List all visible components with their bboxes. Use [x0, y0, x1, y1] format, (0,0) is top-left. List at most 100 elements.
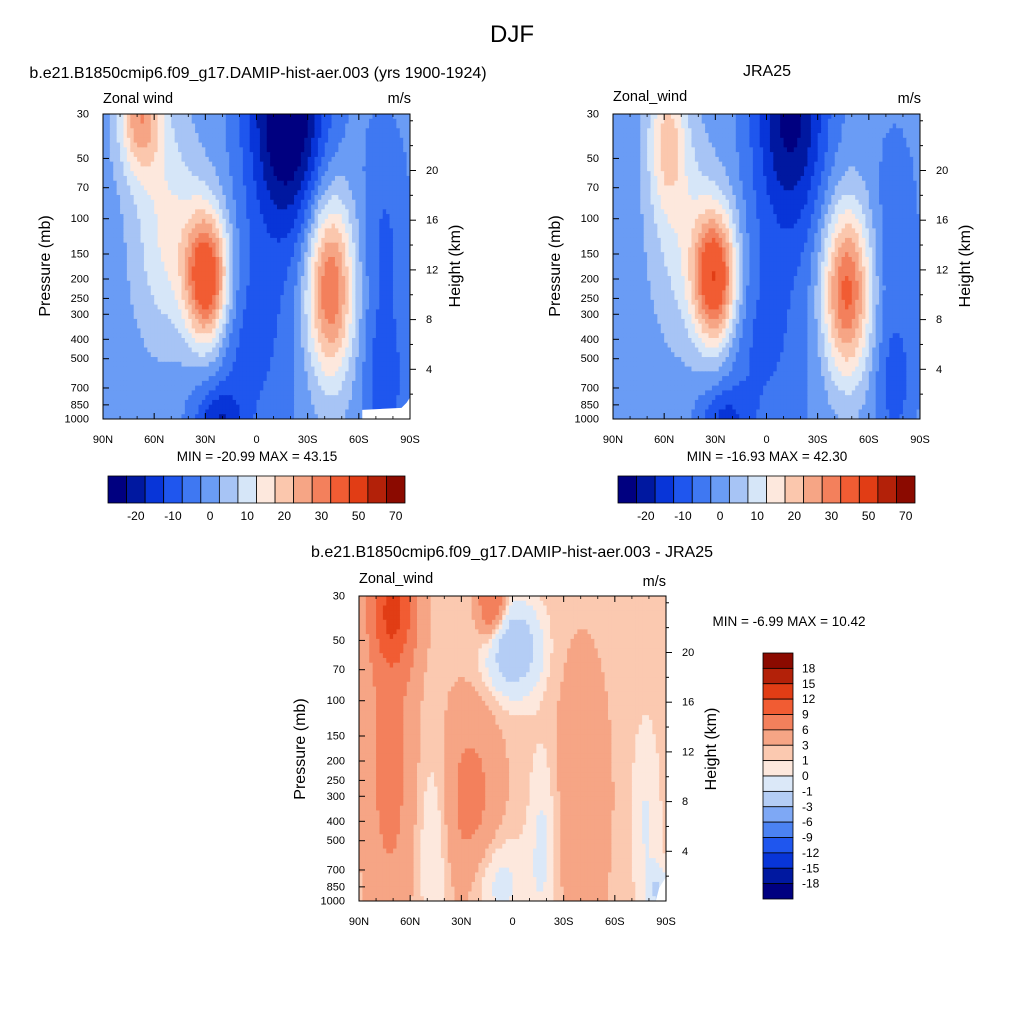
contour-cell — [334, 128, 339, 134]
contour-cell — [290, 318, 295, 325]
contour-cell — [208, 290, 213, 296]
contour-cell — [297, 276, 302, 282]
contour-cell — [106, 361, 111, 368]
contour-cell — [311, 237, 316, 244]
contour-cell — [106, 247, 111, 253]
contour-cell — [369, 333, 374, 339]
contour-cell — [178, 199, 183, 206]
contour-cell — [225, 266, 230, 272]
contour-cell — [174, 161, 179, 168]
contour-cell — [126, 214, 131, 220]
contour-cell — [150, 228, 155, 234]
contour-cell — [355, 137, 360, 144]
contour-cell — [321, 337, 326, 344]
contour-cell — [225, 199, 230, 206]
contour-cell — [133, 195, 138, 201]
contour-cell — [253, 242, 258, 249]
contour-cell — [317, 242, 322, 249]
contour-cell — [181, 328, 186, 334]
contour-cell — [266, 247, 271, 253]
contour-cell — [181, 309, 186, 315]
contour-cell — [345, 161, 350, 168]
contour-cell — [208, 123, 213, 129]
contour-cell — [311, 285, 316, 291]
contour-cell — [300, 137, 305, 144]
contour-cell — [236, 218, 241, 225]
contour-cell — [215, 142, 220, 148]
contour-cell — [249, 114, 254, 120]
contour-cell — [191, 190, 196, 196]
contour-cell — [167, 190, 172, 196]
contour-cell — [191, 347, 196, 353]
contour-cell — [222, 242, 227, 249]
contour-cell — [150, 233, 155, 239]
contour-cell — [294, 352, 299, 358]
contour-cell — [130, 333, 135, 339]
contour-cell — [113, 352, 118, 358]
contour-cell — [266, 171, 271, 177]
contour-cell — [143, 175, 148, 182]
contour-cell — [396, 137, 401, 144]
contour-cell — [181, 295, 186, 301]
contour-cell — [208, 318, 213, 325]
contour-cell — [324, 366, 329, 372]
contour-cell — [348, 247, 353, 253]
contour-cell — [358, 223, 363, 229]
contour-cell — [215, 366, 220, 372]
contour-cell — [103, 237, 108, 244]
contour-cell — [362, 128, 367, 134]
contour-cell — [215, 371, 220, 377]
contour-cell — [171, 323, 176, 330]
contour-cell — [338, 247, 343, 253]
contour-cell — [181, 209, 186, 215]
contour-cell — [331, 118, 336, 125]
contour-cell — [188, 204, 193, 210]
contour-cell — [324, 166, 329, 172]
contour-cell — [283, 185, 288, 191]
contour-cell — [171, 152, 176, 158]
contour-cell — [280, 118, 285, 125]
contour-cell — [157, 233, 162, 239]
contour-cell — [369, 371, 374, 377]
contour-cell — [130, 118, 135, 125]
contour-cell — [406, 147, 410, 153]
contour-cell — [242, 233, 247, 239]
contour-cell — [188, 133, 193, 139]
contour-cell — [150, 280, 155, 287]
contour-cell — [294, 333, 299, 339]
contour-cell — [157, 214, 162, 220]
contour-cell — [160, 328, 165, 334]
contour-cell — [126, 123, 131, 129]
contour-cell — [167, 318, 172, 325]
contour-cell — [229, 280, 234, 287]
contour-cell — [133, 218, 138, 225]
contour-cell — [171, 252, 176, 258]
contour-cell — [147, 295, 152, 301]
contour-cell — [154, 318, 159, 325]
contour-cell — [103, 347, 108, 353]
contour-cell — [116, 156, 121, 163]
contour-cell — [198, 218, 203, 225]
contour-cell — [256, 152, 261, 158]
contour-cell — [222, 237, 227, 244]
contour-cell — [253, 280, 258, 287]
contour-cell — [358, 333, 363, 339]
contour-cell — [369, 114, 374, 120]
contour-cell — [307, 180, 312, 187]
contour-cell — [184, 161, 189, 168]
contour-cell — [123, 333, 128, 339]
contour-cell — [215, 357, 220, 363]
contour-cell — [266, 156, 271, 163]
contour-cell — [369, 152, 374, 158]
contour-cell — [215, 318, 220, 325]
contour-cell — [352, 261, 357, 268]
contour-cell — [174, 333, 179, 339]
contour-cell — [392, 123, 397, 129]
contour-cell — [143, 266, 148, 272]
contour-cell — [399, 318, 404, 325]
contour-cell — [389, 190, 394, 196]
contour-cell — [321, 180, 326, 187]
contour-cell — [167, 209, 172, 215]
contour-cell — [314, 314, 319, 320]
contour-cell — [236, 256, 241, 263]
